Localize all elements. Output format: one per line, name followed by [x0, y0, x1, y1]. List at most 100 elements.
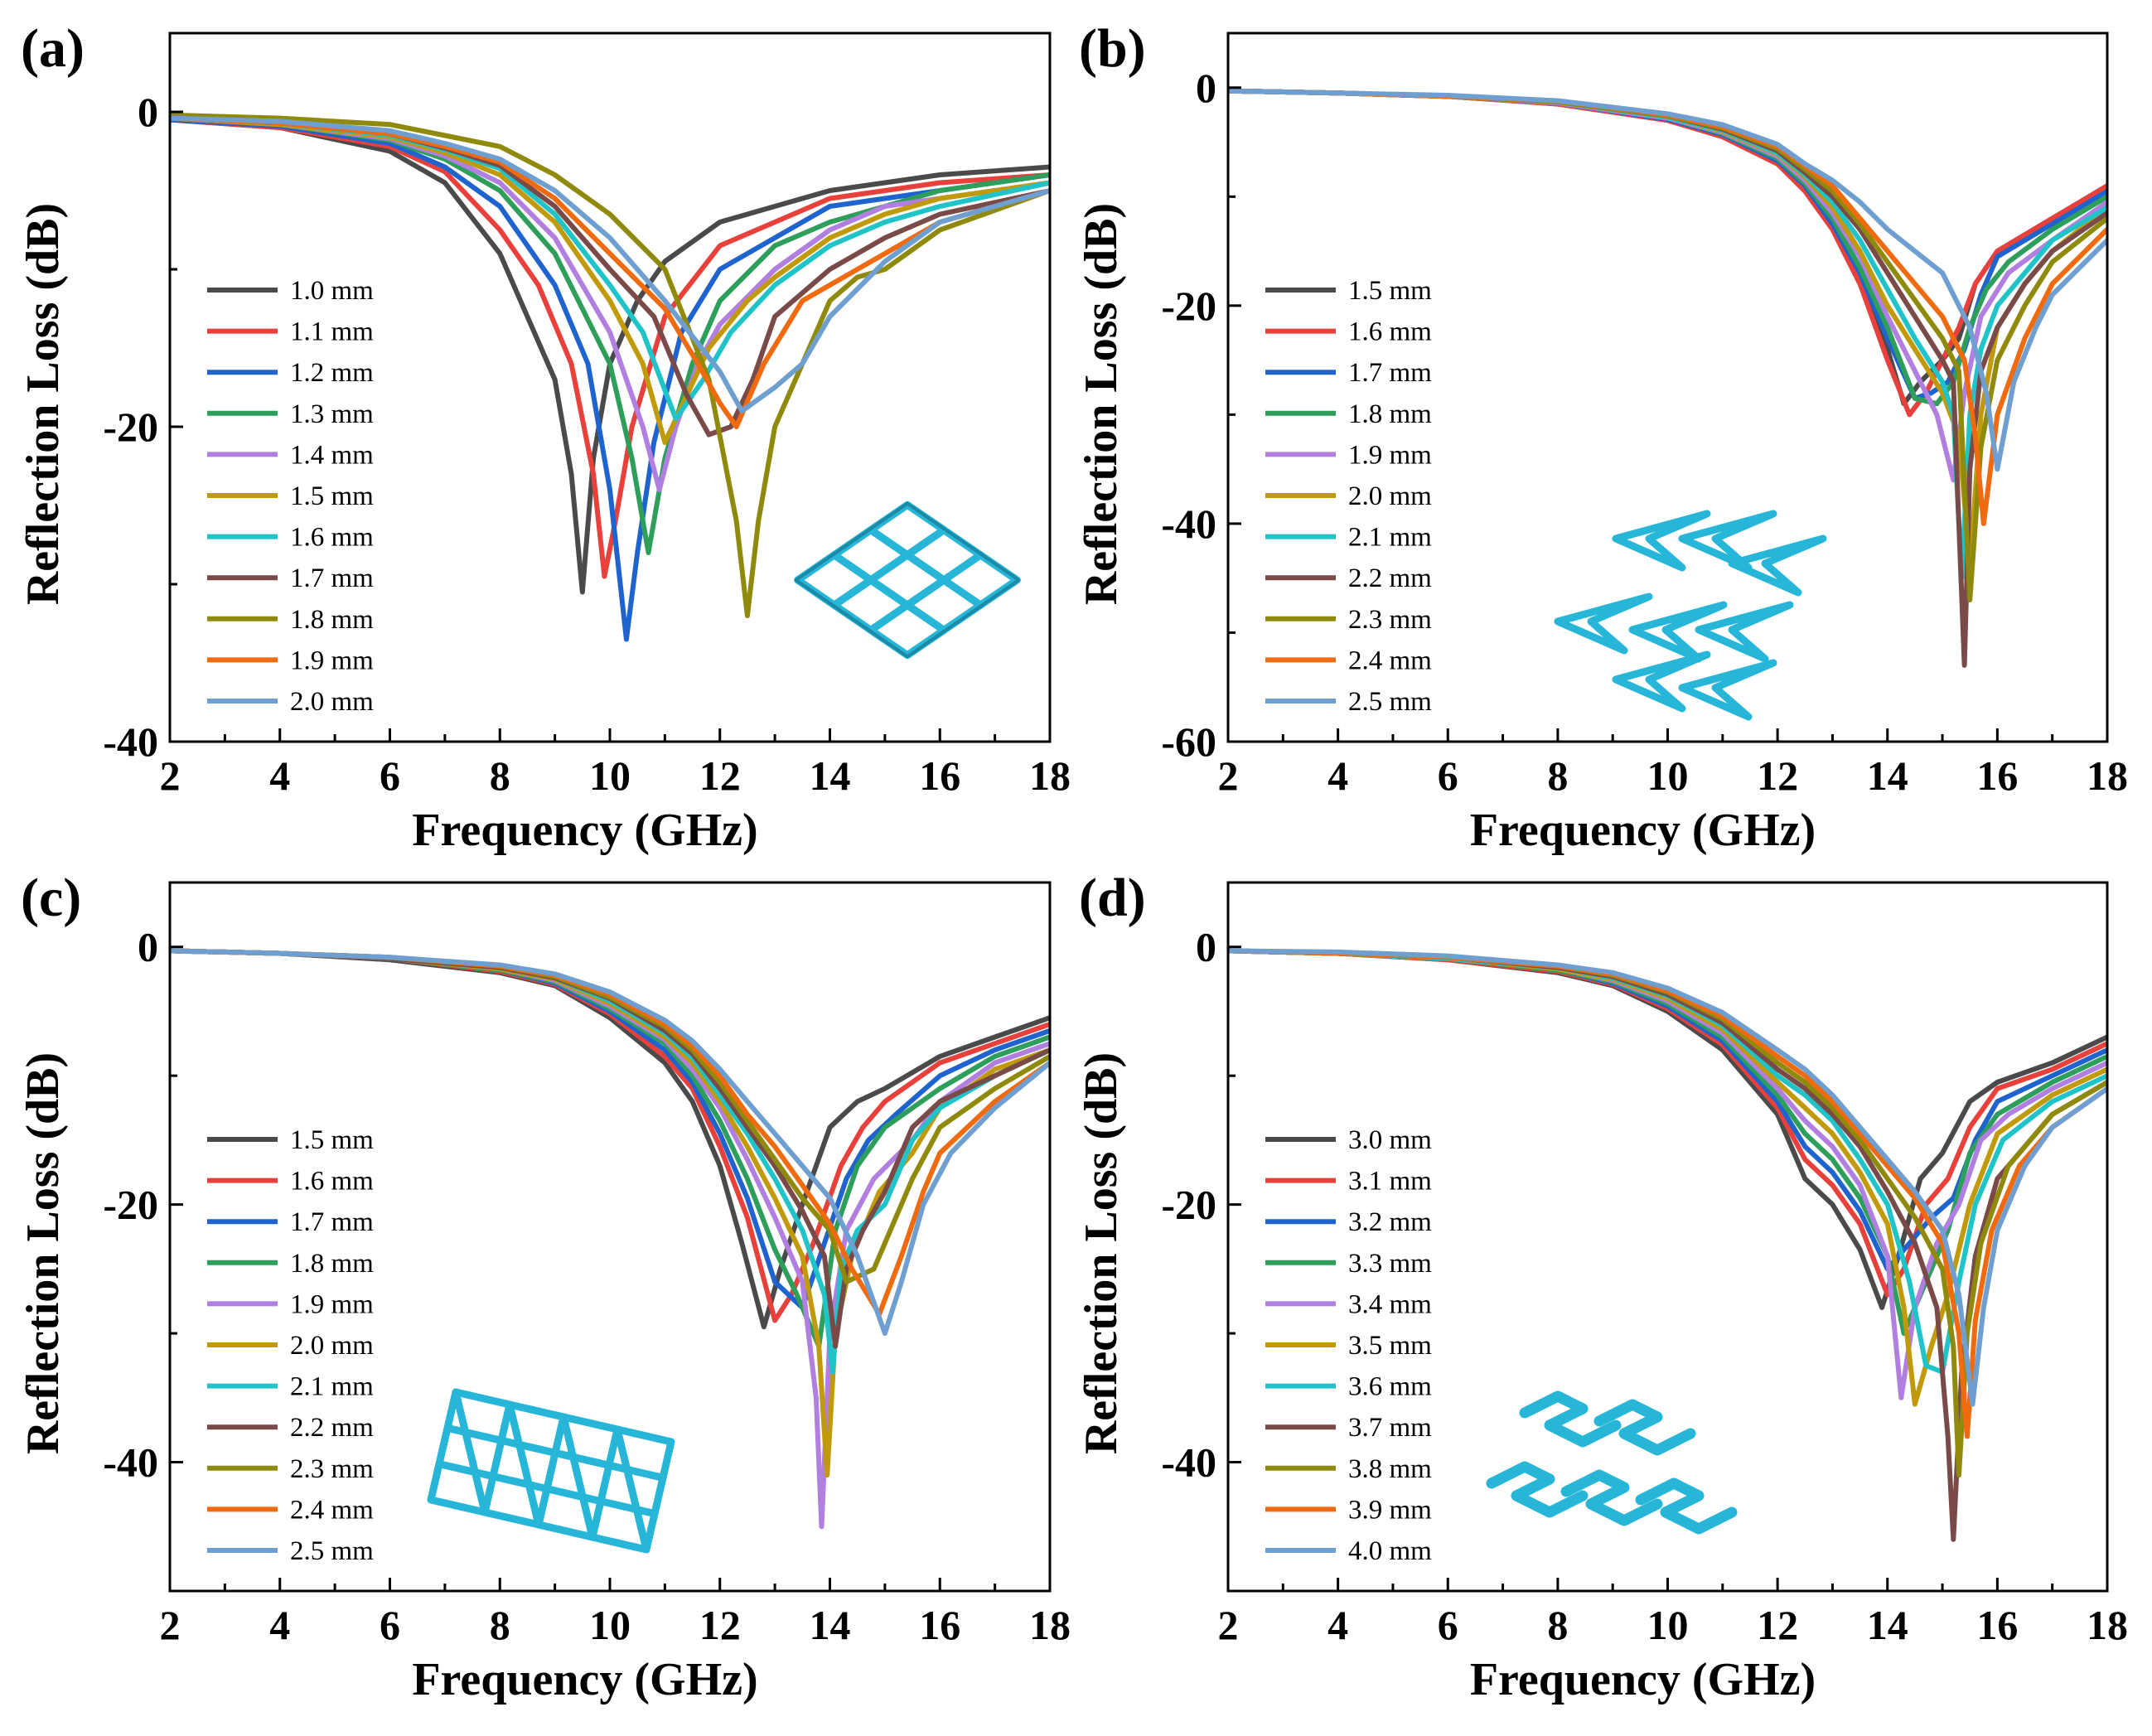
- legend-label: 3.4 mm: [1348, 1289, 1432, 1319]
- panel-label: (c): [21, 868, 81, 928]
- y-axis-title: Reflection Loss (dB): [1076, 1052, 1127, 1454]
- y-tick-label: -60: [1161, 718, 1216, 765]
- series-line: [170, 117, 1050, 595]
- x-axis-title: Frequency (GHz): [412, 805, 757, 856]
- legend-label: 1.6 mm: [290, 1167, 374, 1197]
- legend: 1.5 mm 1.6 mm 1.7 mm 1.8 mm 1.9 mm 2.0 mm 2.1 …: [1265, 276, 1432, 717]
- legend-label: 3.6 mm: [1348, 1372, 1432, 1402]
- y-tick-label: -40: [1161, 1439, 1216, 1486]
- legend: 3.0 mm 3.1 mm 3.2 mm 3.3 mm 3.4 mm 3.5 mm 3.6 …: [1265, 1125, 1432, 1566]
- legend-label: 1.8 mm: [290, 1249, 374, 1279]
- x-tick-label: 14: [1867, 752, 1908, 799]
- legend-label: 1.3 mm: [290, 399, 374, 429]
- legend-label: 1.9 mm: [290, 1289, 374, 1319]
- y-tick-label: -40: [1161, 500, 1216, 547]
- x-tick-label: 18: [1029, 752, 1071, 799]
- legend-label: 2.5 mm: [1348, 687, 1432, 717]
- legend-label: 2.2 mm: [1348, 563, 1432, 593]
- x-tick-label: 12: [1757, 752, 1798, 799]
- legend-label: 2.1 mm: [1348, 523, 1432, 553]
- x-tick-label: 8: [1547, 1602, 1568, 1648]
- legend-label: 2.2 mm: [290, 1413, 374, 1443]
- x-tick-label: 16: [919, 1602, 960, 1648]
- legend-label: 3.0 mm: [1348, 1125, 1432, 1155]
- legend-label: 1.9 mm: [290, 646, 374, 675]
- x-tick-label: 4: [1327, 1602, 1348, 1648]
- legend: 1.0 mm 1.1 mm 1.2 mm 1.3 mm 1.4 mm 1.5 mm 1.6 …: [207, 276, 374, 717]
- legend-label: 2.4 mm: [290, 1495, 374, 1525]
- legend-label: 1.5 mm: [290, 481, 374, 511]
- legend-label: 3.5 mm: [1348, 1331, 1432, 1361]
- series-line: [170, 112, 1050, 618]
- series-line: [170, 117, 1050, 579]
- legend-label: 4.0 mm: [1348, 1536, 1432, 1566]
- x-tick-label: 2: [1218, 752, 1239, 799]
- legend-label: 2.3 mm: [290, 1454, 374, 1484]
- legend-label: 2.3 mm: [1348, 605, 1432, 635]
- x-tick-label: 10: [1647, 752, 1689, 799]
- x-tick-label: 18: [1029, 1602, 1071, 1648]
- chart-panel-b: (b) 2 4 6 8 10 12 14 16 18 0 -20 -40 -60 Frequency (GH…: [1076, 18, 2128, 856]
- legend-label: 1.6 mm: [290, 523, 374, 553]
- panel-label: (d): [1079, 868, 1146, 928]
- y-tick-label: 0: [1196, 924, 1216, 970]
- x-tick-label: 16: [919, 752, 960, 799]
- legend-label: 2.0 mm: [290, 687, 374, 717]
- series-line: [170, 115, 1050, 445]
- series-line: [170, 115, 1050, 555]
- chart-panel-c: (c) 2 4 6 8 10 12 14 16 18 0 -20 -40 Frequency (GHz) R…: [17, 868, 1071, 1705]
- legend-label: 1.8 mm: [1348, 399, 1432, 429]
- legend-label: 2.4 mm: [1348, 646, 1432, 675]
- x-tick-label: 10: [589, 752, 631, 799]
- legend-label: 3.9 mm: [1348, 1495, 1432, 1525]
- y-axis-title: Reflection Loss (dB): [17, 203, 69, 605]
- series-group: [170, 948, 1050, 1530]
- x-tick-label: 18: [2087, 752, 2128, 799]
- x-tick-label: 12: [1757, 1602, 1798, 1648]
- diamond-lattice-icon: [794, 500, 1021, 660]
- x-tick-label: 4: [269, 752, 290, 799]
- y-tick-label: -40: [103, 1439, 158, 1486]
- legend-label: 3.7 mm: [1348, 1413, 1432, 1443]
- legend-label: 1.2 mm: [290, 358, 374, 388]
- x-tick-label: 2: [160, 1602, 181, 1648]
- legend-label: 2.0 mm: [290, 1331, 374, 1361]
- x-tick-label: 16: [1976, 1602, 2018, 1648]
- legend-label: 1.9 mm: [1348, 440, 1432, 470]
- x-axis-title: Frequency (GHz): [412, 1654, 757, 1705]
- legend-label: 1.1 mm: [290, 317, 374, 347]
- legend-label: 3.3 mm: [1348, 1249, 1432, 1279]
- x-tick-label: 14: [810, 752, 851, 799]
- series-group: [1228, 948, 2107, 1542]
- x-tick-label: 4: [269, 1602, 290, 1648]
- legend-label: 3.1 mm: [1348, 1167, 1432, 1197]
- chart-panel-d: (d) 2 4 6 8 10 12 14 16 18 0 -20 -40 Frequency (GHz) R…: [1076, 868, 2128, 1705]
- y-tick-label: -20: [1161, 283, 1216, 329]
- x-tick-label: 4: [1327, 752, 1348, 799]
- panel-label: (b): [1079, 18, 1146, 79]
- series-line: [1228, 948, 2107, 1407]
- x-tick-label: 6: [1438, 1602, 1458, 1648]
- legend-label: 2.5 mm: [290, 1536, 374, 1566]
- s-lattice-icon: [1486, 1390, 1738, 1535]
- legend-label: 1.0 mm: [290, 276, 374, 306]
- legend-label: 1.5 mm: [1348, 276, 1432, 306]
- x-axis-title: Frequency (GHz): [1470, 805, 1816, 856]
- triangle-lattice-icon: [427, 1388, 675, 1554]
- y-axis-title: Reflection Loss (dB): [17, 1052, 69, 1454]
- x-tick-label: 16: [1976, 752, 2018, 799]
- legend-label: 1.7 mm: [290, 563, 374, 593]
- legend-label: 1.8 mm: [290, 605, 374, 635]
- legend-label: 3.2 mm: [1348, 1207, 1432, 1237]
- x-tick-label: 8: [490, 752, 510, 799]
- series-group: [1228, 88, 2107, 668]
- series-line: [1228, 88, 2107, 472]
- y-tick-label: -20: [103, 404, 158, 450]
- y-tick-label: -40: [103, 718, 158, 765]
- x-tick-label: 6: [380, 752, 400, 799]
- x-tick-label: 2: [1218, 1602, 1239, 1648]
- series-line: [170, 115, 1050, 413]
- x-tick-label: 12: [699, 752, 741, 799]
- y-tick-label: -20: [103, 1182, 158, 1228]
